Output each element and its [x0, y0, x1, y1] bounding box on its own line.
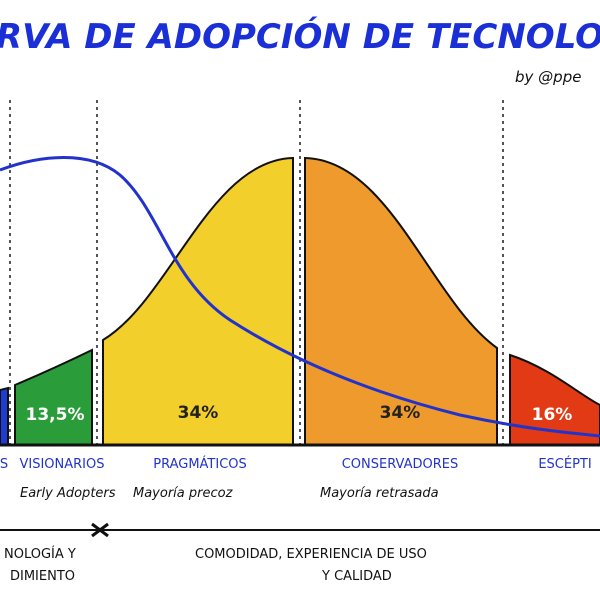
subtitle: Early Adopters	[20, 486, 116, 501]
group-label: VISIONARIOS	[19, 457, 104, 472]
market-share-curve	[0, 156, 600, 438]
title: RVA DE ADOPCIÓN DE TECNOLO	[0, 16, 600, 57]
group-label: PRAGMÁTICOS	[153, 456, 247, 472]
share-label: 13,5%	[26, 405, 85, 425]
segment-innovators	[0, 386, 9, 446]
segment-early-majority	[102, 156, 294, 446]
footer-text: COMODIDAD, EXPERIENCIA DE USO	[195, 547, 427, 562]
group-label: ESCÉPTI	[538, 456, 591, 472]
subtitle: Mayoría precoz	[133, 486, 234, 501]
share-label: 34%	[380, 403, 421, 423]
dividers	[9, 100, 504, 450]
byline: by @ppe	[515, 68, 581, 86]
segment-early-adopters	[14, 348, 93, 446]
footer-text: Y CALIDAD	[321, 569, 392, 584]
footer-text: NOLOGÍA Y	[4, 546, 76, 562]
group-label: CONSERVADORES	[342, 457, 459, 472]
segment-late-majority	[304, 156, 498, 446]
chasm-mark	[91, 522, 109, 538]
footer-text: DIMIENTO	[10, 569, 75, 584]
share-label: 34%	[178, 403, 219, 423]
segment-laggards	[509, 353, 600, 446]
group-label: S	[0, 457, 8, 472]
share-label: 16%	[532, 405, 573, 425]
subtitle: Mayoría retrasada	[320, 486, 439, 501]
